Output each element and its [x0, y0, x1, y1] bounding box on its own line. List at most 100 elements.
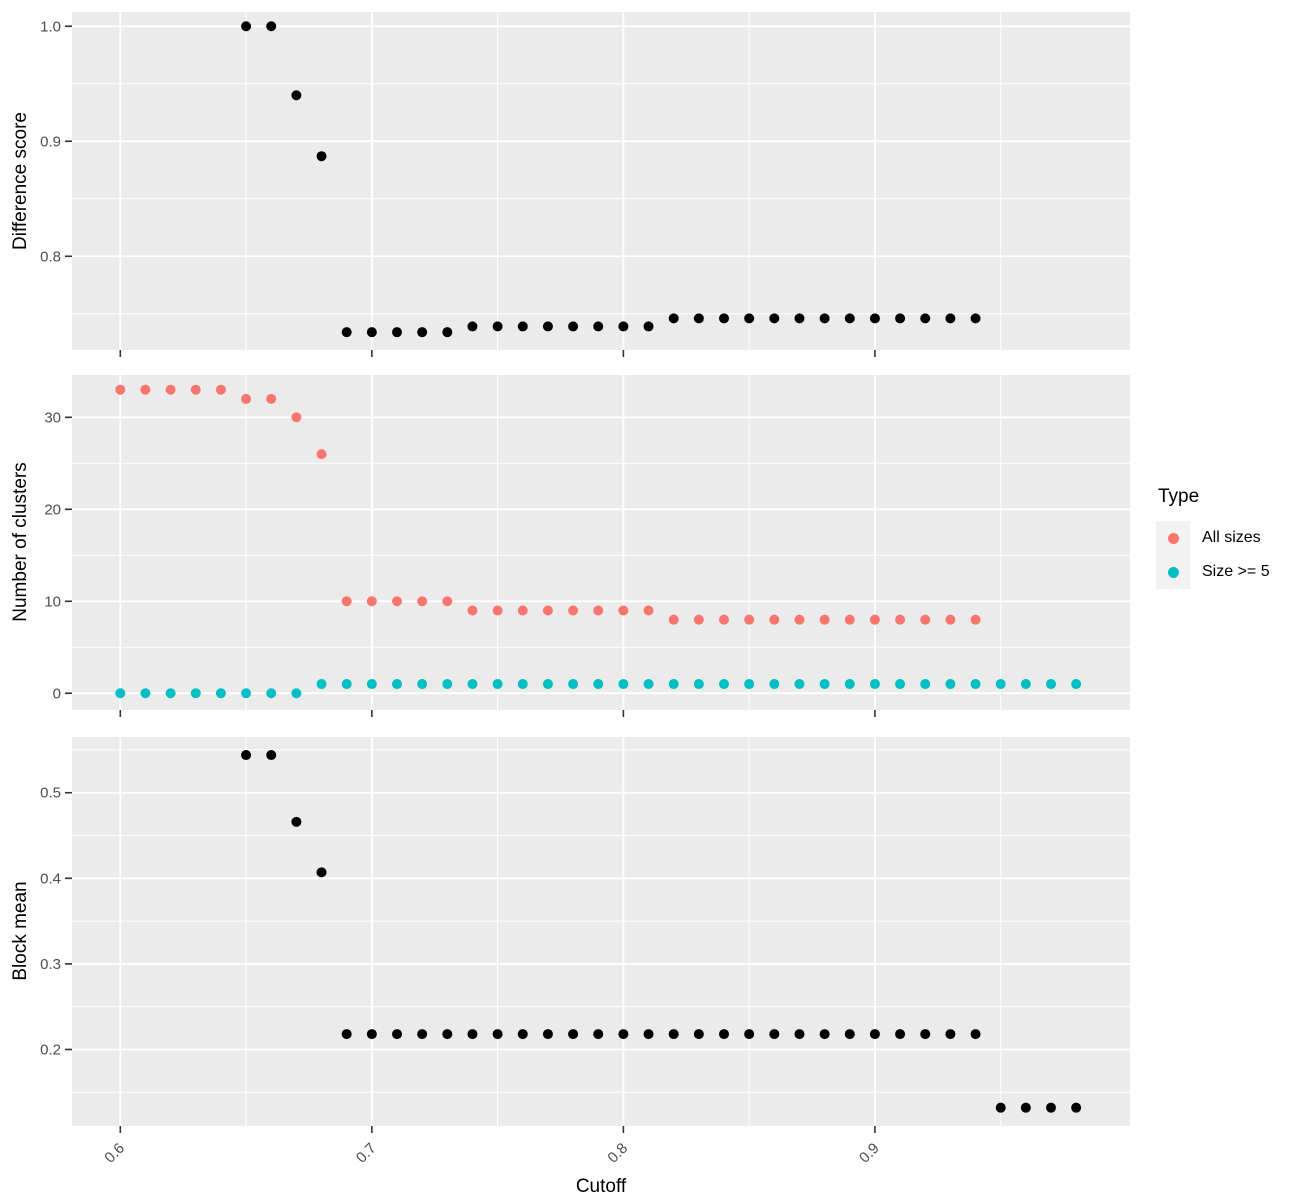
data-point	[668, 614, 679, 625]
y-axis-title-number-of-clusters: Number of clusters	[10, 462, 31, 622]
data-point	[895, 614, 906, 625]
legend-label: Size >= 5	[1202, 563, 1270, 580]
y-tick-label: 0.8	[40, 248, 61, 265]
data-point	[542, 1029, 553, 1040]
data-point	[895, 313, 906, 324]
data-point	[643, 1029, 654, 1040]
data-point	[316, 449, 327, 460]
data-point	[316, 679, 327, 690]
data-point	[341, 596, 352, 607]
data-point	[643, 679, 654, 690]
y-tick-label: 0.4	[40, 870, 61, 887]
data-point	[417, 327, 428, 338]
data-point	[442, 327, 453, 338]
data-point	[341, 1029, 352, 1040]
data-point	[693, 679, 704, 690]
data-point	[115, 384, 126, 395]
data-point	[492, 679, 503, 690]
data-point	[542, 321, 553, 332]
data-point	[744, 679, 755, 690]
data-point	[316, 867, 327, 878]
data-point	[366, 1029, 377, 1040]
panel-background	[72, 375, 1130, 710]
y-tick-label: 10	[44, 593, 61, 610]
legend-item-size-ge-5: Size >= 5	[1156, 555, 1270, 589]
data-point	[819, 614, 830, 625]
y-axis-title-block-mean: Block mean	[10, 881, 31, 981]
data-point	[693, 1029, 704, 1040]
data-point	[1071, 679, 1082, 690]
data-point	[819, 679, 830, 690]
data-point	[844, 313, 855, 324]
data-point	[467, 321, 478, 332]
data-point	[215, 384, 226, 395]
data-point	[920, 313, 931, 324]
data-point	[618, 679, 629, 690]
data-point	[391, 327, 402, 338]
legend-item-all-sizes: All sizes	[1156, 521, 1270, 555]
data-point	[366, 327, 377, 338]
data-point	[1071, 1102, 1082, 1113]
data-point	[568, 679, 579, 690]
data-point	[869, 313, 880, 324]
data-point	[291, 688, 302, 699]
data-point	[744, 614, 755, 625]
data-point	[140, 688, 151, 699]
data-point	[417, 679, 428, 690]
data-point	[391, 1029, 402, 1040]
data-point	[165, 384, 176, 395]
data-point	[794, 679, 805, 690]
data-point	[1020, 679, 1031, 690]
data-point	[291, 90, 302, 101]
data-point	[844, 679, 855, 690]
y-tick-label: 0.2	[40, 1041, 61, 1058]
data-point	[844, 614, 855, 625]
data-point	[190, 384, 201, 395]
data-point	[215, 688, 226, 699]
legend-key	[1156, 555, 1190, 589]
y-tick-label: 30	[44, 409, 61, 426]
data-point	[190, 688, 201, 699]
y-tick-label: 0.5	[40, 785, 61, 802]
data-point	[467, 679, 478, 690]
data-point	[668, 679, 679, 690]
data-point	[467, 605, 478, 616]
data-point	[241, 750, 252, 761]
data-point	[794, 313, 805, 324]
data-point	[920, 614, 931, 625]
data-point	[492, 605, 503, 616]
data-point	[719, 1029, 730, 1040]
data-point	[794, 614, 805, 625]
x-tick-label: 0.6	[101, 1140, 128, 1167]
data-point	[417, 1029, 428, 1040]
data-point	[719, 614, 730, 625]
data-point	[140, 384, 151, 395]
data-point	[241, 21, 252, 32]
data-point	[593, 1029, 604, 1040]
data-point	[366, 679, 377, 690]
data-point	[869, 679, 880, 690]
data-point	[895, 679, 906, 690]
data-point	[819, 313, 830, 324]
panel-background	[72, 12, 1130, 350]
data-point	[568, 605, 579, 616]
data-point	[744, 1029, 755, 1040]
data-point	[492, 321, 503, 332]
data-point	[693, 313, 704, 324]
data-point	[593, 679, 604, 690]
data-point	[417, 596, 428, 607]
data-point	[970, 614, 981, 625]
data-point	[970, 1029, 981, 1040]
data-point	[391, 679, 402, 690]
data-point	[819, 1029, 830, 1040]
legend-label: All sizes	[1202, 529, 1261, 546]
data-point	[517, 679, 528, 690]
data-point	[769, 313, 780, 324]
data-point	[266, 21, 277, 32]
data-point	[542, 605, 553, 616]
data-point	[366, 596, 377, 607]
data-point	[844, 1029, 855, 1040]
data-point	[970, 679, 981, 690]
data-point	[618, 1029, 629, 1040]
data-point	[970, 313, 981, 324]
